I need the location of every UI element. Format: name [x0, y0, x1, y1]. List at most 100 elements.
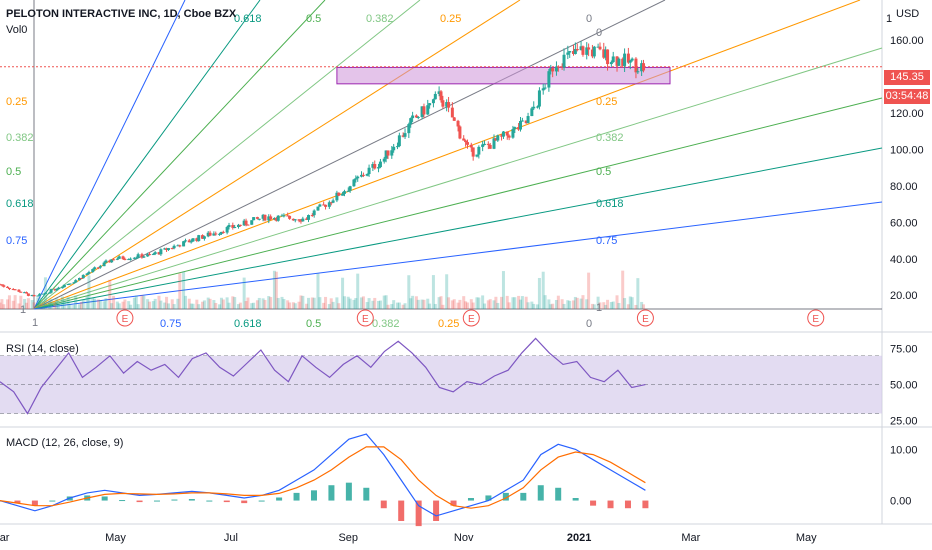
volume-bar — [562, 303, 566, 309]
candle-body — [202, 236, 206, 239]
volume-bar — [231, 296, 235, 309]
volume-bar — [236, 304, 240, 309]
candle-body — [146, 254, 150, 257]
candle-body — [293, 219, 297, 221]
candle-body — [231, 225, 235, 228]
candle-body — [153, 252, 157, 255]
candle-body — [437, 91, 441, 94]
volume-bar — [507, 302, 511, 309]
candle-body — [218, 233, 222, 235]
volume-bar — [134, 295, 138, 309]
volume-bar — [331, 301, 335, 309]
volume-bar — [382, 295, 386, 309]
macd-histogram-bar — [153, 500, 160, 502]
macd-histogram-bar — [433, 500, 440, 521]
candle-body — [282, 215, 286, 217]
macd-histogram-bar — [171, 499, 178, 501]
candle-body — [163, 248, 167, 250]
gann-fan-bottom-label: 0.618 — [234, 318, 262, 330]
volume-bar — [38, 297, 42, 309]
volume-bar — [348, 298, 352, 309]
volume-bar — [590, 303, 594, 309]
candle-body — [166, 248, 170, 251]
volume-bar — [581, 295, 585, 309]
candle-body — [288, 215, 292, 219]
volume-bar — [172, 304, 176, 309]
macd-histogram-bar — [258, 500, 265, 502]
candle-body — [178, 245, 182, 247]
candle-body — [62, 284, 66, 288]
candle-body — [517, 127, 521, 130]
volume-bar — [530, 301, 534, 309]
candle-body — [532, 106, 536, 109]
rsi-line — [0, 337, 646, 415]
candle-body — [17, 289, 21, 292]
candle-body — [401, 135, 405, 137]
volume-bar — [636, 278, 640, 309]
candle-body — [566, 52, 570, 55]
last-price-badge: 145.35 — [884, 70, 930, 85]
volume-bar — [282, 299, 286, 309]
volume-bar — [0, 302, 2, 309]
volume-bar — [98, 299, 102, 309]
candle-body — [367, 167, 371, 175]
macd-histogram-bar — [450, 500, 457, 506]
volume-bar — [115, 301, 119, 309]
gann-fan-left-label: 0.618 — [6, 198, 34, 210]
volume-bar — [365, 302, 369, 309]
candle-body — [361, 174, 365, 176]
candle-body — [182, 241, 186, 247]
candle-body — [471, 147, 475, 157]
volume-bar — [431, 275, 435, 309]
candle-body — [518, 121, 522, 130]
volume-bar — [293, 303, 297, 309]
gann-fan-ray — [33, 0, 261, 310]
candle-body — [556, 66, 560, 68]
candle-body — [238, 224, 242, 226]
candle-body — [477, 146, 481, 155]
volume-bar — [324, 296, 328, 309]
volume-bar — [513, 297, 517, 309]
volume-bar — [501, 271, 505, 309]
volume-bar — [452, 299, 456, 309]
candle-body — [132, 257, 136, 259]
candle-body — [312, 210, 316, 216]
gann-fan-left-label: 0.5 — [6, 166, 21, 178]
price-zone[interactable] — [0, 66, 882, 85]
gann-fan-top-zero: 0 — [596, 27, 602, 39]
macd-tick-label: 0.00 — [890, 496, 911, 508]
volume-bar — [386, 304, 390, 309]
candle-body — [49, 289, 53, 293]
macd-title: MACD (12, 26, close, 9) — [6, 437, 124, 449]
volume-bar — [428, 303, 432, 309]
earnings-marker-label: E — [812, 314, 819, 325]
volume-bar — [23, 298, 27, 309]
earnings-marker-circle — [356, 309, 374, 327]
volume-bar — [437, 297, 441, 309]
candle-body — [571, 51, 575, 54]
gann-fan-ray — [33, 0, 521, 310]
volume-bar — [494, 296, 498, 309]
gann-fan-left-label: 0.25 — [6, 96, 27, 108]
price-tick-label: 80.00 — [890, 181, 918, 193]
volume-bar — [342, 296, 346, 309]
volume-bar — [392, 300, 396, 309]
candle-body — [428, 103, 432, 106]
volume-bar — [426, 298, 430, 309]
volume-bar — [327, 304, 331, 309]
volume-bar — [395, 302, 399, 309]
candle-body — [272, 217, 276, 220]
volume-bar — [615, 295, 619, 309]
candle-body — [115, 258, 119, 260]
candle-body — [121, 256, 125, 259]
candle-body — [500, 135, 504, 137]
candle-body — [579, 46, 583, 51]
volume-bar — [420, 299, 424, 309]
volume-bar — [481, 295, 485, 309]
macd-histogram-bar — [31, 500, 38, 506]
volume-bar — [532, 303, 536, 309]
volume-bar — [225, 297, 229, 309]
candle-body — [81, 274, 85, 279]
gann-fan-right-label: 0.25 — [596, 96, 617, 108]
